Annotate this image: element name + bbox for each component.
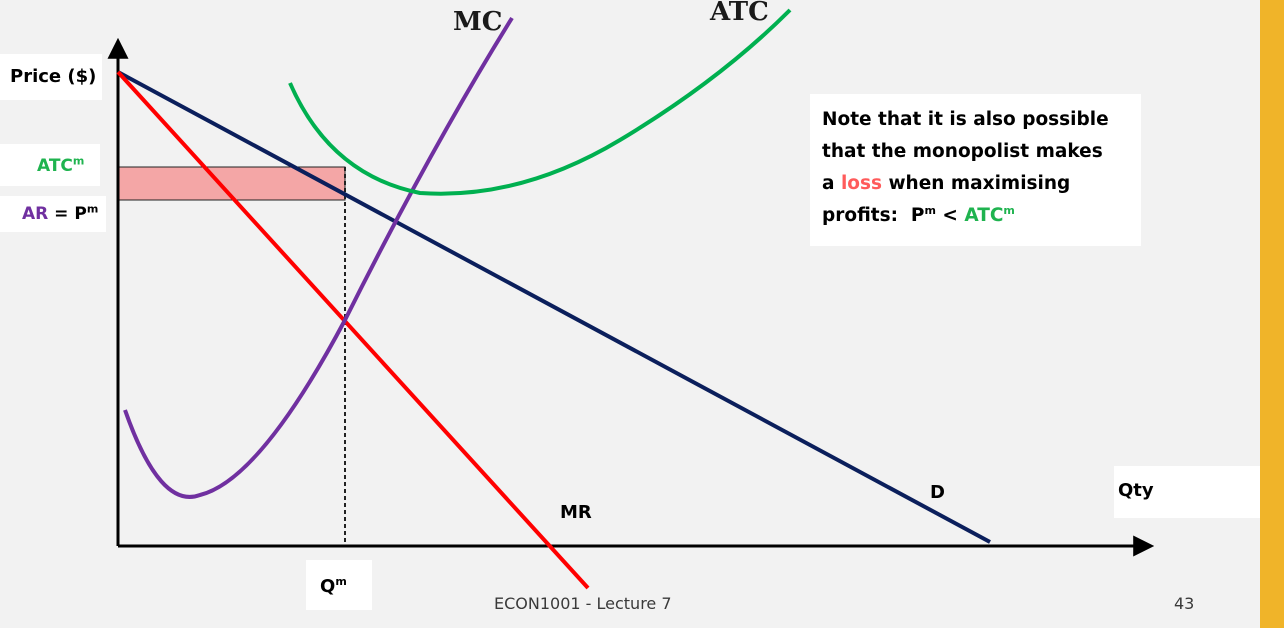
footer-lecture: ECON1001 - Lecture 7: [494, 594, 672, 613]
atc-curve: [288, 8, 792, 196]
note-text: Note that it is also possible that the m…: [822, 104, 1109, 232]
y-axis-label: Price ($): [10, 66, 97, 87]
atc-label: ATC: [709, 0, 769, 27]
note-line-2: that the monopolist makes: [822, 141, 1103, 162]
atc-m-label: ATCm: [37, 154, 85, 176]
q-m-label-box: Qm: [306, 560, 372, 610]
mr-curve: [116, 70, 590, 590]
note-box: Note that it is also possible that the m…: [810, 94, 1141, 246]
note-line-1: Note that it is also possible: [822, 109, 1109, 130]
loss-word: loss: [840, 173, 883, 194]
atc-m-label-box: ATCm: [0, 144, 100, 186]
demand-label: D: [930, 482, 945, 503]
mc-label: MC: [453, 7, 502, 37]
x-axis-label-box: Qty: [1114, 466, 1274, 518]
demand-curve: [117, 70, 991, 544]
footer-page-number: 43: [1174, 594, 1195, 613]
accent-bar: [1260, 0, 1284, 628]
q-m-label: Qm: [320, 575, 347, 597]
ar-pm-label-box: AR = Pm: [0, 196, 106, 232]
ar-pm-label: AR = Pm: [22, 202, 99, 224]
mc-curve: [123, 16, 514, 499]
note-line-4: profits: Pm < ATCm: [822, 203, 1015, 226]
mr-label: MR: [560, 502, 592, 523]
y-axis-label-box: Price ($): [0, 54, 102, 100]
x-axis-label: Qty: [1118, 480, 1154, 501]
note-line-3: a loss when maximising: [822, 173, 1071, 194]
